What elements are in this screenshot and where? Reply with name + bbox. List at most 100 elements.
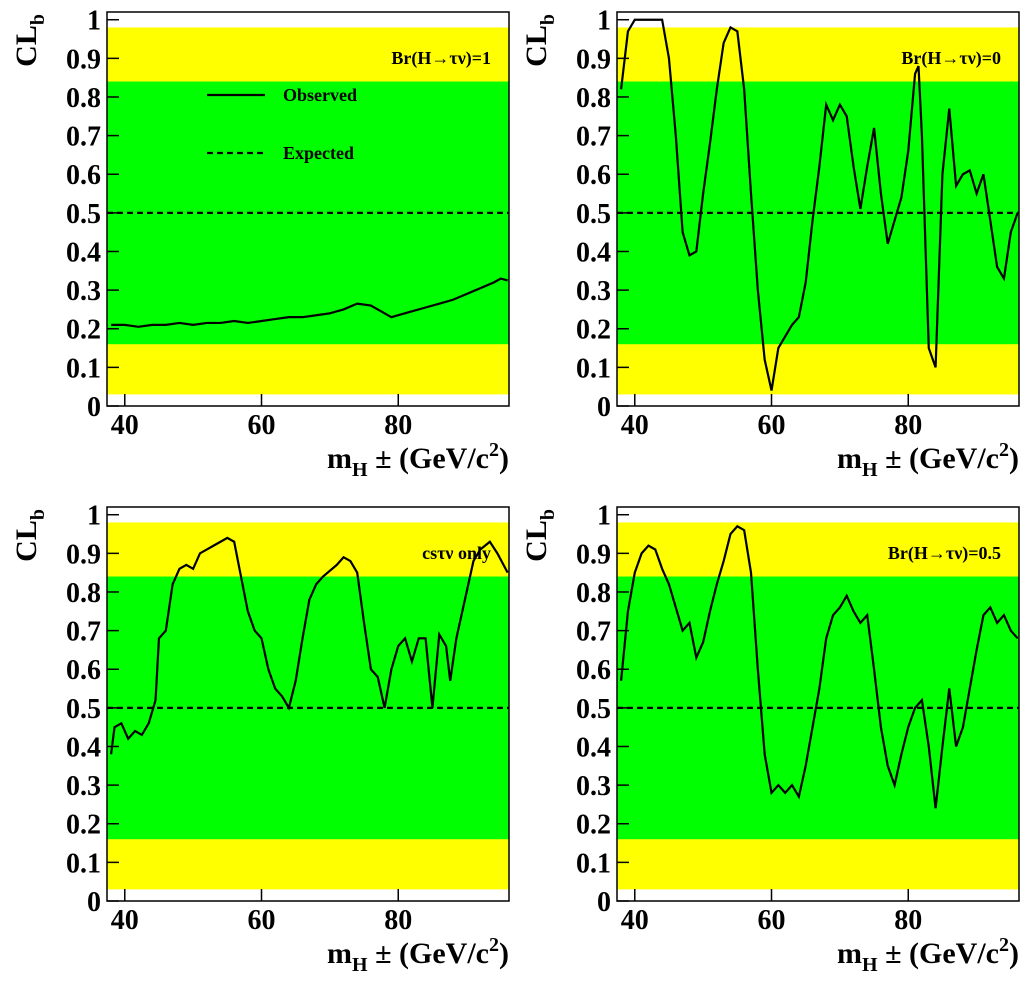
frame	[106, 506, 510, 902]
y-tick-label: 0.9	[576, 539, 611, 570]
x-tick-label: 40	[621, 410, 649, 441]
series-line	[111, 277, 508, 328]
y-tick-label: 0	[87, 887, 101, 918]
x-label-close: )	[1009, 937, 1019, 970]
y-tick-label: 0.7	[576, 122, 611, 153]
y-tick-label: 0.6	[576, 160, 611, 191]
y-label-sub: b	[27, 14, 49, 25]
y-tick-label: 0.1	[576, 848, 611, 879]
annotation: Br(H→τν)=1	[391, 48, 491, 69]
y-tick-label: 0.4	[66, 732, 101, 763]
y-tick-label: 0.6	[576, 655, 611, 686]
x-tick-label: 80	[384, 410, 412, 441]
x-tick-label: 80	[384, 905, 412, 936]
x-tick-label: 40	[621, 905, 649, 936]
x-label-sup: 2	[489, 934, 499, 956]
y-tick-label: 0.3	[66, 771, 101, 802]
y-tick-label: 0.5	[66, 694, 101, 725]
y-axis-label: CLb	[520, 509, 559, 562]
y-tick-label: 1	[597, 501, 611, 532]
y-tick-label: 0.9	[576, 44, 611, 75]
y-tick-label: 1	[87, 501, 101, 532]
x-axis-label: mH ± (GeV/c2)	[327, 439, 509, 481]
y-tick-label: 0.4	[576, 237, 611, 268]
panel: 0 0.1 0.2 0.3 0.4 0.5 0.6 0.7 0.8 0.9 1 40 60 80 CLb mH…	[520, 6, 1020, 481]
x-label-unit: ± (GeV/c	[368, 937, 489, 970]
y-label-sub: b	[537, 14, 559, 25]
x-tick-label: 60	[248, 905, 276, 936]
y-tick-label: 0.5	[576, 694, 611, 725]
y-label-main: CL	[520, 520, 553, 562]
x-label-sub: H	[352, 459, 368, 481]
y-tick-label: 0	[597, 392, 611, 423]
x-tick-label: 60	[758, 410, 786, 441]
y-label-main: CL	[520, 25, 553, 67]
y-label-main: CL	[10, 520, 43, 562]
y-tick-label: 0.8	[66, 83, 101, 114]
x-label-sup: 2	[999, 934, 1009, 956]
x-axis-label: mH ± (GeV/c2)	[327, 934, 509, 976]
y-label-sub: b	[537, 509, 559, 520]
y-tick-label: 0	[597, 887, 611, 918]
y-tick-label: 0.2	[66, 810, 101, 841]
y-tick-label: 0.1	[66, 848, 101, 879]
x-label-unit: ± (GeV/c	[878, 937, 999, 970]
y-tick-label: 0.8	[66, 578, 101, 609]
y-tick-label: 0	[87, 392, 101, 423]
y-tick-label: 0.9	[66, 539, 101, 570]
y-tick-label: 1	[87, 6, 101, 37]
y-tick-label: 0.3	[576, 771, 611, 802]
y-tick-label: 0.7	[66, 617, 101, 648]
x-label-m: m	[837, 442, 862, 475]
y-tick-label: 0.2	[576, 810, 611, 841]
y-tick-label: 0.9	[66, 44, 101, 75]
x-label-sub: H	[862, 459, 878, 481]
y-tick-label: 0.4	[66, 237, 101, 268]
y-label-main: CL	[10, 25, 43, 67]
x-label-close: )	[499, 937, 509, 970]
x-tick-label: 80	[894, 905, 922, 936]
x-label-m: m	[327, 937, 352, 970]
x-label-close: )	[1009, 442, 1019, 475]
x-axis-label: mH ± (GeV/c2)	[837, 934, 1019, 976]
x-label-unit: ± (GeV/c	[878, 442, 999, 475]
x-label-unit: ± (GeV/c	[368, 442, 489, 475]
x-axis-label: mH ± (GeV/c2)	[837, 439, 1019, 481]
y-tick-label: 0.8	[576, 83, 611, 114]
x-tick-label: 40	[111, 410, 139, 441]
panel: 0 0.1 0.2 0.3 0.4 0.5 0.6 0.7 0.8 0.9 1 40 60 80 CLb mH…	[10, 6, 510, 481]
series-line	[620, 18, 1019, 391]
annotation: Br(H→τν)=0.5	[888, 543, 1001, 564]
y-tick-label: 0.3	[66, 276, 101, 307]
x-label-sub: H	[862, 954, 878, 976]
x-label-close: )	[499, 442, 509, 475]
y-tick-label: 0.7	[66, 122, 101, 153]
frame	[106, 11, 510, 407]
y-axis-label: CLb	[520, 14, 559, 67]
panel: 0 0.1 0.2 0.3 0.4 0.5 0.6 0.7 0.8 0.9 1 40 60 80 CLb mH…	[10, 501, 510, 976]
panel: 0 0.1 0.2 0.3 0.4 0.5 0.6 0.7 0.8 0.9 1 40 60 80 CLb mH…	[520, 501, 1020, 976]
y-tick-label: 0.1	[576, 353, 611, 384]
legend-label: Expected	[283, 143, 354, 163]
y-tick-label: 0.3	[576, 276, 611, 307]
series-line	[110, 536, 509, 755]
y-tick-label: 0.7	[576, 617, 611, 648]
y-tick-label: 0.4	[576, 732, 611, 763]
y-tick-label: 0.5	[66, 199, 101, 230]
y-tick-label: 0.6	[66, 655, 101, 686]
y-tick-label: 0.6	[66, 160, 101, 191]
x-tick-label: 80	[894, 410, 922, 441]
frame	[616, 11, 1020, 407]
x-tick-label: 60	[758, 905, 786, 936]
y-axis-label: CLb	[10, 509, 49, 562]
y-axis-label: CLb	[10, 14, 49, 67]
x-label-m: m	[327, 442, 352, 475]
annotation: csτν only	[422, 543, 491, 563]
series-line	[620, 524, 1019, 809]
x-tick-label: 40	[111, 905, 139, 936]
x-label-m: m	[837, 937, 862, 970]
x-tick-label: 60	[248, 410, 276, 441]
y-tick-label: 0.1	[66, 353, 101, 384]
